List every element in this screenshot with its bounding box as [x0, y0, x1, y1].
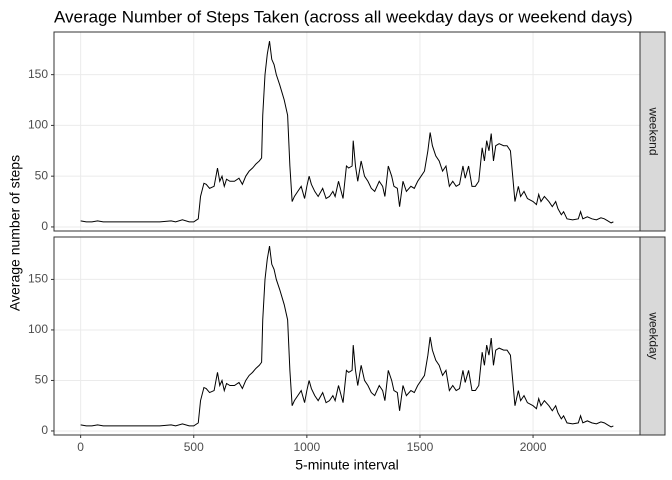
strip-label: weekend — [646, 106, 660, 155]
y-tick-label: 150 — [28, 272, 48, 286]
strip-background — [639, 236, 666, 436]
x-tick-label: 2000 — [520, 440, 547, 454]
x-axis-title: 5-minute interval — [295, 457, 399, 473]
y-tick-label: 50 — [35, 373, 49, 387]
x-tick-label: 1500 — [407, 440, 434, 454]
panel-background — [54, 237, 640, 435]
y-tick-label: 100 — [28, 118, 48, 132]
chart-title: Average Number of Steps Taken (across al… — [54, 7, 633, 26]
y-tick-label: 50 — [35, 168, 49, 182]
strip-background — [639, 31, 666, 232]
data-line — [80, 41, 614, 224]
x-tick-label: 500 — [184, 440, 204, 454]
x-tick-label: 1000 — [293, 440, 320, 454]
strip-label: weekday — [646, 311, 660, 359]
y-tick-label: 150 — [28, 67, 48, 81]
data-line — [80, 246, 614, 428]
panel-background — [54, 32, 640, 231]
y-tick-label: 0 — [41, 219, 48, 233]
y-tick-label: 100 — [28, 322, 48, 336]
y-axis-title: Average number of steps — [7, 155, 23, 311]
y-tick-label: 0 — [41, 423, 48, 437]
x-tick-label: 0 — [77, 440, 84, 454]
